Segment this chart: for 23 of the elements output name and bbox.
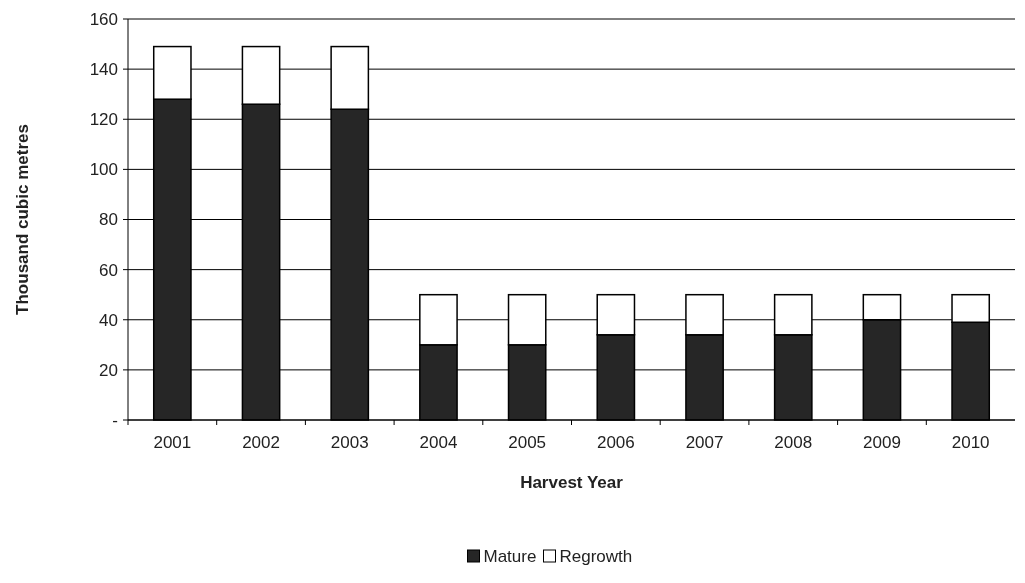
x-tick-label: 2001 [153, 433, 192, 452]
x-tick-label: 2008 [774, 433, 813, 452]
y-tick-label: 160 [89, 9, 118, 29]
x-tick-label: 2004 [419, 433, 458, 452]
legend-label: Regrowth [559, 547, 633, 566]
y-tick-label: 40 [99, 310, 118, 330]
y-axis-title: Thousand cubic metres [13, 124, 32, 315]
y-tick-label: 60 [99, 260, 118, 280]
legend-label: Mature [483, 547, 537, 566]
y-tick-label: 80 [99, 210, 118, 230]
x-tick-label: 2003 [330, 433, 369, 452]
x-tick-label: 2002 [242, 433, 280, 452]
y-tick-label: 120 [89, 110, 118, 130]
x-tick-label: 2007 [685, 433, 724, 452]
x-tick-label: 2009 [863, 433, 901, 452]
x-tick-label: 2006 [596, 433, 635, 452]
x-axis-title: Harvest Year [520, 473, 624, 492]
y-tick-label: 20 [99, 360, 118, 380]
x-tick-label: 2005 [508, 433, 547, 452]
x-tick-label: 2010 [951, 433, 990, 452]
y-tick-label: - [112, 410, 118, 430]
y-tick-label: 140 [89, 60, 118, 80]
y-tick-label: 100 [89, 160, 118, 180]
